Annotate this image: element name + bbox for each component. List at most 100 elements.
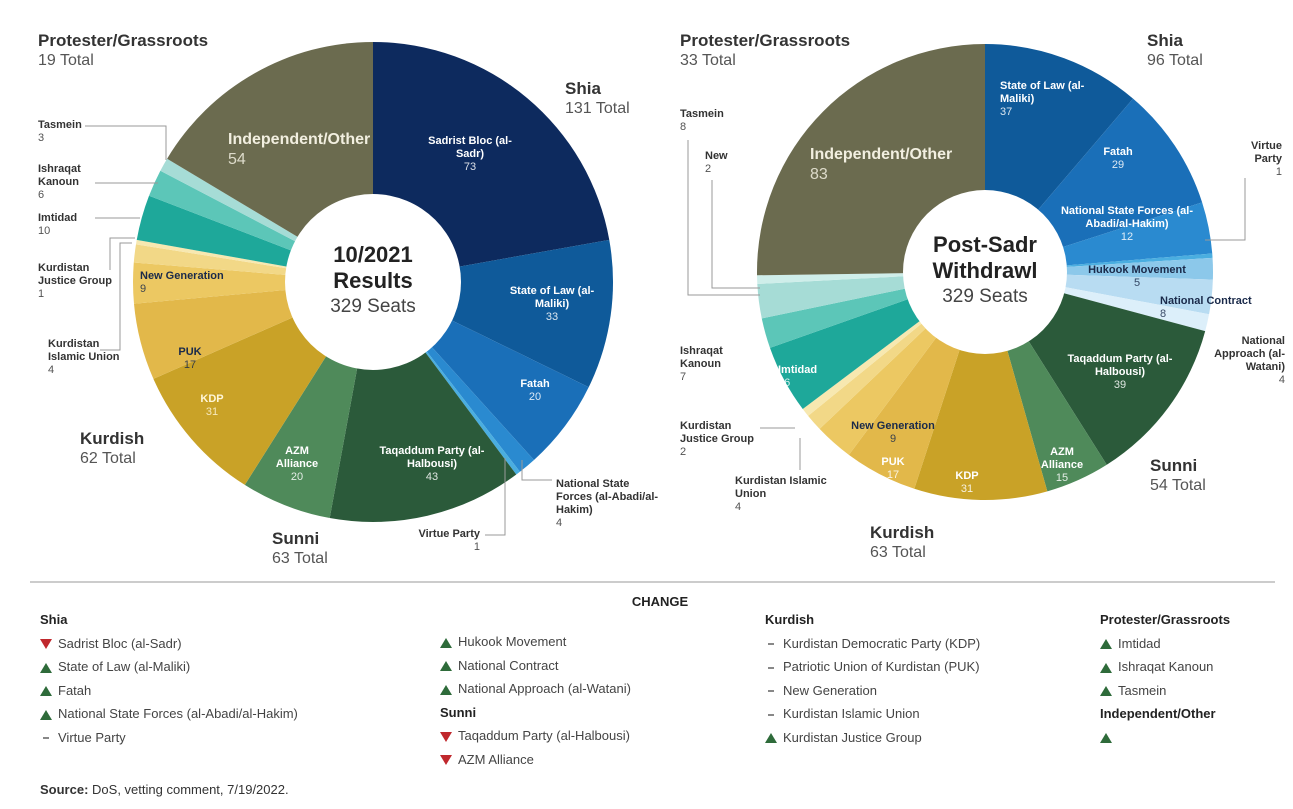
group-label: Sunni 54 Total: [1150, 455, 1293, 496]
group-total: 63 Total: [272, 550, 328, 567]
change-group: Independent/Other: [1100, 706, 1216, 721]
slice-name: National Contract: [1160, 295, 1252, 307]
data-label: 9: [889, 433, 897, 445]
data-label: 4: [556, 517, 563, 529]
slice-label: Taqaddum Party (al-Halbousi) 39: [1060, 353, 1180, 392]
data-label: 1: [1275, 166, 1282, 178]
group-total: 62 Total: [80, 450, 136, 467]
slice-name: Kurdistan Islamic Union: [735, 475, 827, 500]
slice-name: State of Law (al-Maliki): [509, 285, 595, 310]
change-marker: [440, 661, 452, 672]
group-total: 33 Total: [680, 52, 736, 69]
data-label: 2: [680, 446, 687, 458]
leader-line: [100, 242, 132, 351]
change-item: Kurdistan Islamic Union: [765, 706, 920, 722]
data-label: 54: [228, 151, 246, 168]
data-label: 2: [705, 163, 712, 175]
group-name: Protester/Grassroots: [680, 31, 851, 50]
change-label: State of Law (al-Maliki): [58, 659, 191, 674]
leader-line: [109, 237, 135, 270]
group-label: Sunni 63 Total: [272, 528, 512, 569]
change-marker: [768, 713, 774, 716]
slice-label: State of Law (al-Maliki) 37: [1000, 80, 1100, 119]
slice-name: Taqaddum Party (al-Halbousi): [379, 445, 485, 470]
center-subtitle: 329 Seats: [942, 286, 1028, 307]
change-marker: [765, 733, 777, 744]
group-label: Shia 96 Total: [1147, 30, 1293, 71]
change-item: Fatah: [40, 683, 91, 699]
slice-label: Independent/Other 83: [810, 145, 980, 185]
change-marker: [40, 639, 52, 650]
slice-label: PUK 17: [165, 346, 215, 372]
center-label: 10/2021 Results 329 Seats: [292, 242, 454, 320]
change-label: Virtue Party: [58, 729, 126, 745]
change-label: Kurdistan Justice Group: [783, 729, 922, 745]
slice-name: Kurdistan Justice Group: [680, 420, 754, 445]
slice-label: Tasmein 3: [38, 119, 118, 145]
change-marker: [768, 643, 774, 646]
change-label: National Contract: [458, 657, 559, 673]
data-label: 4: [1278, 374, 1285, 386]
change-label: Taqaddum Party (al-Halbousi): [458, 728, 630, 743]
slice-label: Imtidad 16: [778, 364, 838, 390]
pie-hole: [903, 190, 1067, 354]
change-label: Kurdistan Islamic Union: [783, 706, 920, 721]
change-item: Kurdistan Democratic Party (KDP): [765, 636, 980, 652]
data-label: 17: [886, 469, 900, 481]
slice-name: AZM Alliance: [1040, 446, 1084, 471]
data-label: 15: [1055, 472, 1069, 484]
slice-name: State of Law (al-Maliki): [1000, 80, 1085, 105]
slice-name: New Generation: [851, 420, 935, 432]
group-name: Shia: [1147, 31, 1183, 50]
slice-label: Fatah 20: [505, 378, 565, 404]
center-title: Post-Sadr Withdrawl: [932, 232, 1038, 283]
group-name: Protester/Grassroots: [38, 31, 209, 50]
group-name: Kurdish: [80, 429, 145, 448]
slice-label: Sadrist Bloc (al-Sadr) 73: [415, 135, 525, 174]
change-item: [1100, 730, 1118, 746]
change-item: Ishraqat Kanoun: [1100, 659, 1213, 675]
change-item: New Generation: [765, 683, 877, 699]
slice-label: Imtidad 10: [38, 212, 118, 238]
source: Source: DoS, vetting comment, 7/19/2022.: [40, 782, 289, 797]
slice-label: National State Forces (al-Abadi/al-Hakim…: [1052, 205, 1202, 244]
group-name: Sunni: [272, 529, 320, 548]
change-group: Protester/Grassroots: [1100, 612, 1231, 627]
data-label: 10: [38, 225, 51, 237]
slice-label: AZM Alliance 20: [267, 445, 327, 484]
slice-label: AZM Alliance 15: [1032, 446, 1092, 485]
data-label: 39: [1113, 379, 1127, 391]
slice-name: Hukook Movement: [1088, 264, 1186, 276]
group-name: Kurdish: [870, 523, 935, 542]
source-text: DoS, vetting comment, 7/19/2022.: [92, 782, 289, 797]
slice-name: New: [705, 150, 728, 162]
change-title: CHANGE: [631, 594, 689, 609]
change-label: Patriotic Union of Kurdistan (PUK): [783, 659, 980, 674]
change-marker: [440, 755, 452, 766]
change-label: Ishraqat Kanoun: [1118, 659, 1214, 674]
data-label: 16: [778, 377, 791, 389]
data-label: 37: [1000, 106, 1013, 118]
group-name: Shia: [565, 79, 601, 98]
change-label: National Approach (al-Watani): [458, 681, 631, 696]
change-label: Kurdistan Democratic Party (KDP): [783, 635, 981, 651]
slice-label: Kurdistan Justice Group 2: [680, 420, 760, 459]
slice-name: Ishraqat Kanoun: [38, 163, 81, 188]
slice-label: Ishraqat Kanoun 6: [38, 163, 118, 202]
data-label: 17: [183, 359, 197, 371]
leader-line: [85, 125, 167, 160]
change-marker: [1100, 639, 1112, 650]
group-label: Protester/Grassroots 19 Total: [38, 30, 278, 71]
slice-label: Independent/Other 54: [228, 130, 398, 170]
change-item: Imtidad: [1100, 636, 1161, 652]
change-item: National Contract: [440, 658, 558, 674]
slice-name: KDP: [200, 393, 224, 405]
slice-name: Independent/Other: [228, 131, 371, 148]
change-item: Taqaddum Party (al-Halbousi): [440, 728, 630, 744]
slice-name: KDP: [955, 470, 979, 482]
slice-name: Imtidad: [778, 364, 818, 376]
slice-label: State of Law (al-Maliki) 33: [502, 285, 602, 324]
change-item: Kurdistan Justice Group: [765, 730, 922, 746]
slice-name: PUK: [881, 456, 905, 468]
